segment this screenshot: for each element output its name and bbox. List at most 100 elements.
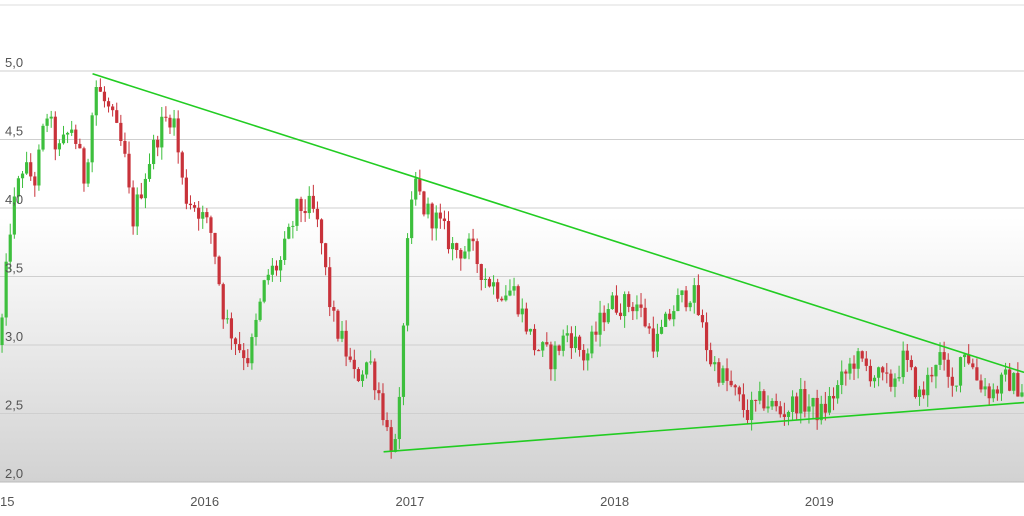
candle-body	[180, 152, 184, 178]
candle-body	[1003, 369, 1008, 375]
candle-body	[90, 115, 94, 163]
candle-body	[164, 116, 168, 118]
candle-body	[209, 217, 213, 233]
candle-body	[242, 350, 246, 359]
candle-body	[623, 294, 627, 317]
candle-body	[737, 387, 741, 395]
candle-body	[233, 338, 238, 345]
candle-body	[262, 280, 266, 302]
candle-body	[53, 116, 57, 150]
candle-body	[664, 313, 668, 327]
candle-body	[561, 335, 565, 351]
candle-body	[283, 238, 287, 260]
candle-body	[815, 397, 819, 421]
candle-body	[754, 399, 758, 401]
candles	[0, 78, 1024, 459]
candle-body	[508, 290, 512, 296]
candle-body	[471, 238, 475, 242]
candle-body	[594, 331, 598, 335]
candle-body	[958, 357, 963, 386]
candle-body	[65, 132, 70, 135]
candle-body	[8, 234, 12, 262]
candle-body	[864, 358, 868, 366]
candle-body	[451, 243, 455, 250]
candle-body	[975, 367, 979, 381]
candle-body	[422, 191, 426, 215]
candle-body	[803, 389, 807, 412]
candle-body	[913, 367, 918, 397]
candle-body	[999, 374, 1004, 394]
candle-body	[254, 319, 258, 338]
y-tick-label: 3,0	[5, 329, 23, 344]
candle-body	[483, 278, 487, 280]
x-tick-label: 2018	[600, 494, 629, 509]
candle-body	[901, 350, 905, 378]
candle-body	[1012, 373, 1016, 391]
candle-body	[4, 261, 8, 318]
candle-body	[541, 342, 545, 351]
candle-body	[938, 352, 942, 365]
candle-body	[131, 187, 135, 227]
candle-body	[463, 251, 467, 259]
y-tick-label: 3,5	[5, 261, 23, 276]
candle-body	[1008, 369, 1012, 391]
candle-body	[881, 367, 885, 373]
candle-body	[729, 380, 733, 386]
candle-body	[360, 374, 365, 382]
candle-body	[258, 301, 262, 320]
trend-line	[383, 401, 1024, 453]
candle-body	[274, 265, 279, 271]
candle-body	[745, 409, 750, 421]
candle-body	[303, 211, 307, 214]
candle-body	[786, 411, 791, 417]
candle-body	[733, 385, 737, 388]
candle-body	[504, 295, 508, 301]
candle-body	[266, 274, 270, 281]
candle-body	[627, 294, 631, 307]
candle-body	[930, 374, 934, 377]
candle-body	[856, 351, 860, 369]
candle-body	[430, 203, 434, 229]
candle-body	[86, 162, 90, 184]
candle-body	[909, 359, 913, 368]
candle-body	[905, 350, 909, 360]
candle-body	[893, 378, 897, 387]
candle-body	[340, 330, 344, 339]
candle-body	[119, 122, 123, 142]
candle-body	[758, 391, 762, 401]
y-tick-label: 2,0	[5, 466, 23, 481]
candle-body	[377, 390, 381, 394]
candle-body	[954, 385, 959, 387]
x-axis-labels: 2015 2016 2017 2018 2019	[0, 494, 834, 509]
candle-body	[74, 129, 78, 144]
candle-body	[590, 331, 594, 354]
candle-body	[876, 367, 881, 378]
y-tick-label: 4,0	[5, 192, 23, 207]
candle-body	[205, 212, 209, 218]
candle-body	[139, 194, 143, 199]
candle-body	[405, 238, 410, 326]
y-tick-label: 2,5	[5, 398, 23, 413]
candle-body	[401, 325, 406, 397]
candle-body	[225, 318, 229, 320]
candle-body	[496, 282, 500, 299]
candle-body	[94, 87, 98, 116]
candle-body	[532, 328, 537, 351]
candle-body	[922, 389, 926, 396]
candle-body	[16, 178, 21, 197]
candle-body	[868, 365, 872, 382]
candle-body	[795, 396, 799, 414]
candle-body	[643, 307, 647, 327]
candle-body	[45, 118, 49, 126]
candle-body	[238, 344, 242, 351]
candle-body	[152, 139, 156, 165]
candle-body	[512, 286, 516, 291]
candle-body	[528, 328, 533, 332]
x-tick-label: 2015	[0, 494, 14, 509]
candle-body	[328, 267, 332, 308]
candle-body	[434, 212, 438, 229]
candle-body	[373, 361, 377, 391]
x-tick-label: 2017	[395, 494, 424, 509]
candle-body	[946, 359, 950, 377]
